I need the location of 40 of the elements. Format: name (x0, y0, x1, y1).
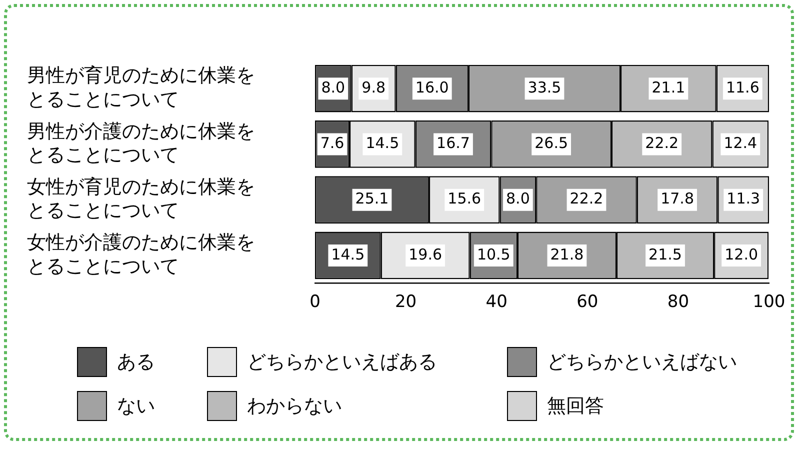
data-label: 21.1 (652, 78, 686, 96)
x-tick-label: 40 (486, 292, 508, 312)
data-label: 14.5 (366, 134, 400, 152)
x-tick-label: 80 (667, 292, 690, 312)
data-label: 22.2 (645, 134, 679, 152)
data-label: 26.5 (534, 134, 568, 152)
y-tick-label: 女性が育児のために休業をとることについて (27, 176, 255, 222)
data-label: 33.5 (528, 78, 562, 96)
legend-label: どちらかといえばない (547, 350, 737, 375)
data-label: 19.6 (408, 245, 442, 264)
data-label: 21.5 (648, 245, 682, 264)
data-label: 16.7 (436, 134, 470, 152)
data-label: 10.5 (476, 245, 510, 264)
data-label: 8.0 (506, 190, 530, 208)
legend-label: 無回答 (547, 394, 604, 419)
data-label: 17.8 (660, 190, 694, 208)
data-label: 22.2 (570, 190, 604, 208)
data-label: 7.6 (320, 134, 344, 152)
y-tick-label: 女性が介護のために休業をとることについて (27, 232, 255, 278)
x-tick-label: 20 (394, 292, 417, 312)
legend-label: わからない (247, 394, 342, 419)
data-label: 8.0 (321, 78, 346, 96)
legend-label: ない (117, 394, 155, 419)
data-label: 12.0 (724, 245, 758, 264)
legend-label: ある (117, 350, 155, 375)
data-label: 11.6 (726, 78, 760, 96)
data-label: 25.1 (355, 190, 389, 208)
data-label: 9.8 (362, 78, 386, 96)
data-label: 14.5 (331, 245, 365, 264)
data-label: 15.6 (448, 190, 482, 208)
y-tick-label: 男性が育児のために休業をとることについて (27, 64, 255, 110)
data-label: 12.4 (724, 134, 758, 152)
x-tick-label: 100 (752, 292, 786, 312)
x-tick-label: 60 (576, 292, 598, 312)
legend-label: どちらかといえばある (247, 350, 437, 375)
data-label: 16.0 (415, 78, 449, 96)
y-tick-label: 男性が介護のために休業をとることについて (27, 120, 255, 166)
data-label: 21.8 (550, 245, 584, 264)
x-tick-label: 0 (310, 292, 320, 312)
data-label: 11.3 (726, 190, 760, 208)
